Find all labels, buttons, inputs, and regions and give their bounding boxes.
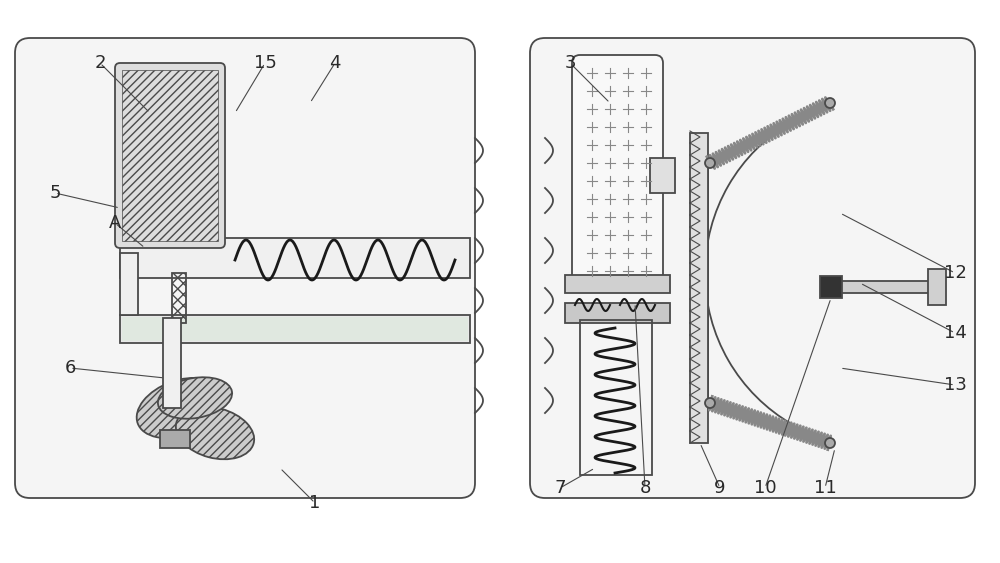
Bar: [690, 133, 708, 443]
Circle shape: [705, 158, 715, 168]
Text: 10: 10: [754, 479, 776, 497]
Text: 8: 8: [639, 479, 651, 497]
Text: A: A: [109, 214, 121, 232]
Text: 15: 15: [254, 54, 276, 72]
Bar: [565, 275, 670, 293]
Text: 6: 6: [64, 359, 76, 377]
Text: 14: 14: [944, 324, 966, 342]
Bar: [565, 303, 670, 323]
Text: 3: 3: [564, 54, 576, 72]
FancyBboxPatch shape: [15, 38, 475, 498]
Bar: [172, 273, 186, 323]
FancyBboxPatch shape: [530, 38, 975, 498]
Ellipse shape: [158, 377, 232, 419]
Bar: [650, 158, 675, 193]
Bar: [120, 68, 220, 243]
Circle shape: [825, 438, 835, 448]
Bar: [120, 315, 470, 343]
Text: 13: 13: [944, 376, 966, 394]
Text: 5: 5: [49, 184, 61, 202]
Bar: [928, 269, 946, 305]
Text: 11: 11: [814, 479, 836, 497]
FancyBboxPatch shape: [572, 55, 663, 291]
Text: 12: 12: [944, 264, 966, 282]
Bar: [122, 70, 218, 241]
Text: 7: 7: [554, 479, 566, 497]
Text: 1: 1: [309, 494, 321, 512]
Bar: [122, 317, 468, 341]
Bar: [120, 238, 470, 278]
Text: 2: 2: [94, 54, 106, 72]
Bar: [160, 430, 190, 448]
Bar: [580, 320, 652, 475]
Circle shape: [825, 98, 835, 108]
Bar: [120, 253, 138, 315]
Ellipse shape: [137, 378, 223, 438]
Bar: [840, 281, 930, 293]
Ellipse shape: [176, 406, 254, 459]
Bar: [820, 276, 842, 298]
Bar: [163, 318, 181, 408]
Text: 4: 4: [329, 54, 341, 72]
Text: 9: 9: [714, 479, 726, 497]
FancyBboxPatch shape: [115, 63, 225, 248]
Circle shape: [705, 398, 715, 408]
